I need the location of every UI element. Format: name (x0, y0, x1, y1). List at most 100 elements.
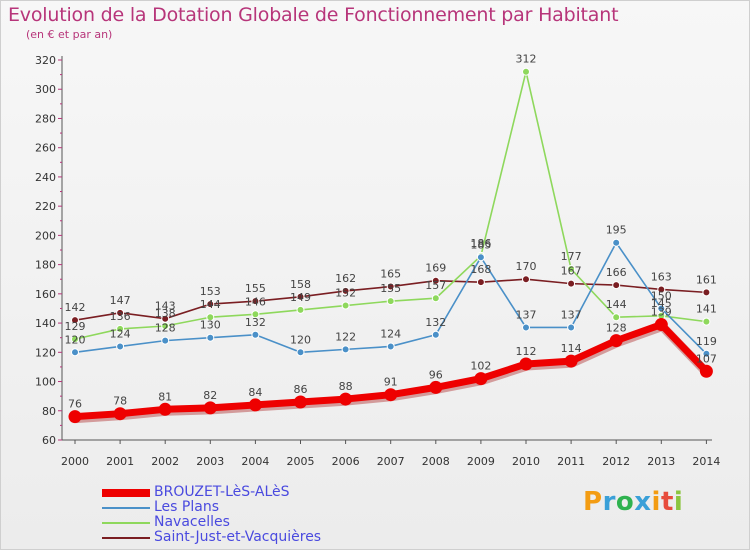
y-tick-label: 240 (35, 171, 56, 184)
data-point (699, 364, 713, 378)
y-tick-label: 120 (35, 346, 56, 359)
x-tick-label: 2009 (467, 455, 495, 468)
data-label: 130 (200, 319, 221, 332)
x-tick-label: 2010 (512, 455, 540, 468)
data-label: 81 (158, 390, 172, 403)
data-point (71, 316, 79, 325)
data-label: 138 (155, 307, 176, 320)
y-tick-label: 300 (35, 83, 56, 96)
x-tick-label: 2007 (377, 455, 405, 468)
legend-label: Saint-Just-et-Vacquières (154, 529, 322, 545)
data-point (206, 300, 215, 309)
data-label: 158 (290, 278, 311, 291)
data-label: 153 (200, 285, 221, 298)
data-label: 132 (245, 316, 266, 329)
data-label: 119 (696, 335, 717, 348)
data-label: 162 (335, 272, 356, 285)
data-label: 186 (470, 237, 491, 250)
data-point (116, 324, 125, 333)
data-point (161, 336, 170, 345)
legend-swatch (102, 507, 150, 509)
data-point (161, 322, 170, 330)
x-tick-label: 2000 (61, 455, 89, 468)
data-label: 132 (425, 316, 446, 329)
y-tick-label: 160 (35, 288, 56, 301)
data-label: 122 (335, 330, 356, 343)
legend-label: BROUZET-LèS-ALèS (154, 484, 290, 500)
data-point (431, 276, 440, 285)
data-point (476, 253, 485, 262)
x-tick-label: 2014 (692, 455, 720, 468)
data-label: 195 (606, 224, 627, 237)
data-label: 124 (380, 327, 401, 340)
legend-swatch (102, 489, 150, 497)
legend-label: Les Plans (154, 499, 219, 515)
data-label: 166 (606, 266, 627, 279)
data-point (567, 279, 576, 288)
data-label: 120 (65, 333, 86, 346)
data-label: 150 (651, 289, 672, 302)
data-label: 91 (384, 376, 398, 389)
data-point (386, 282, 395, 291)
data-point (113, 407, 127, 421)
data-point (251, 330, 260, 339)
data-point (702, 317, 711, 326)
legend-label: Navacelles (154, 514, 230, 530)
data-label: 312 (516, 53, 537, 66)
data-point (702, 349, 711, 358)
data-label: 147 (110, 294, 131, 307)
y-tick-label: 260 (35, 142, 56, 155)
data-point (71, 348, 79, 357)
data-point (522, 323, 530, 332)
data-point (567, 323, 576, 332)
data-point (206, 333, 215, 342)
data-point (158, 402, 172, 416)
data-point (431, 330, 440, 339)
data-point (296, 348, 305, 357)
data-label: 107 (696, 352, 717, 365)
proxiti-logo: Proxiti (583, 487, 684, 517)
data-label: 142 (65, 301, 86, 314)
x-tick-label: 2005 (287, 455, 315, 468)
data-point (657, 285, 666, 294)
data-label: 167 (561, 265, 582, 278)
data-point (612, 281, 621, 290)
data-point (657, 304, 666, 313)
data-label: 86 (294, 383, 308, 396)
data-label: 185 (470, 238, 491, 251)
data-label: 152 (335, 287, 356, 300)
y-tick-label: 60 (42, 434, 56, 447)
data-label: 145 (651, 297, 672, 310)
y-tick-label: 220 (35, 200, 56, 213)
data-point (612, 313, 621, 322)
data-point (702, 288, 711, 297)
data-label: 165 (380, 268, 401, 281)
data-label: 157 (425, 279, 446, 292)
data-label: 137 (561, 308, 582, 321)
data-point (522, 67, 530, 76)
data-label: 163 (651, 270, 672, 283)
data-label: 144 (200, 298, 221, 311)
data-label: 88 (339, 380, 353, 393)
data-label: 170 (516, 260, 537, 273)
data-point (296, 305, 305, 314)
y-tick-label: 200 (35, 229, 56, 242)
data-label: 144 (606, 298, 627, 311)
data-label: 149 (290, 291, 311, 304)
data-point (567, 265, 576, 273)
data-label: 146 (245, 295, 266, 308)
data-label: 168 (470, 263, 491, 276)
chart-subtitle: (en € et par an) (26, 28, 113, 41)
data-point (612, 238, 621, 247)
data-label: 136 (110, 310, 131, 323)
data-label: 139 (651, 306, 672, 319)
data-point (294, 395, 307, 409)
legend-swatch (102, 537, 150, 539)
data-point (116, 342, 125, 351)
data-label: 124 (110, 327, 131, 340)
x-tick-label: 2002 (151, 455, 179, 468)
chart-title: Evolution de la Dotation Globale de Fonc… (8, 4, 619, 26)
legend-swatch (102, 522, 150, 524)
data-point (341, 286, 350, 295)
